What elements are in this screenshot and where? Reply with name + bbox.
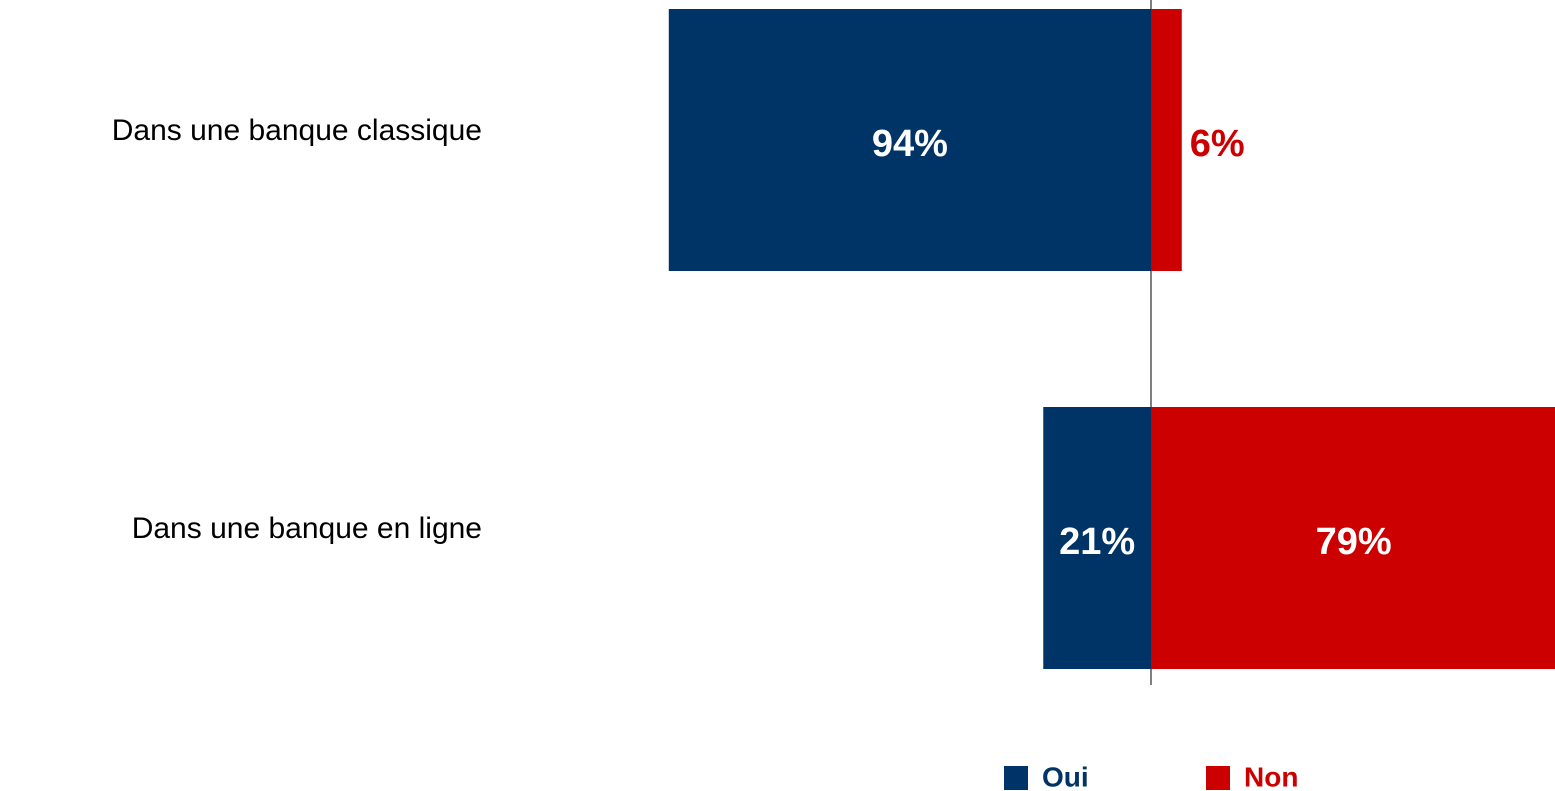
category-label: Dans une banque classique	[112, 114, 482, 147]
legend-label: Non	[1244, 761, 1298, 791]
legend-swatch	[1206, 766, 1230, 790]
value-label: 79%	[1316, 521, 1392, 563]
bar	[1151, 407, 1555, 669]
value-label: 21%	[1059, 521, 1135, 563]
category-label: Dans une banque en ligne	[132, 512, 482, 545]
legend-swatch	[1004, 766, 1028, 790]
value-label: 94%	[872, 123, 948, 165]
bar	[1043, 407, 1151, 669]
bar	[1151, 9, 1182, 271]
legend-label: Oui	[1042, 761, 1089, 791]
value-label: 6%	[1190, 123, 1245, 165]
bar	[668, 9, 1151, 271]
